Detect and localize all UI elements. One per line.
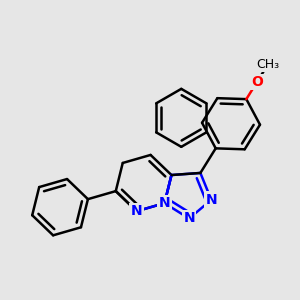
Text: N: N: [206, 193, 217, 207]
Text: N: N: [131, 204, 142, 218]
Text: N: N: [159, 196, 170, 210]
Text: CH₃: CH₃: [256, 58, 279, 71]
Text: N: N: [183, 212, 195, 226]
Text: O: O: [251, 75, 263, 89]
